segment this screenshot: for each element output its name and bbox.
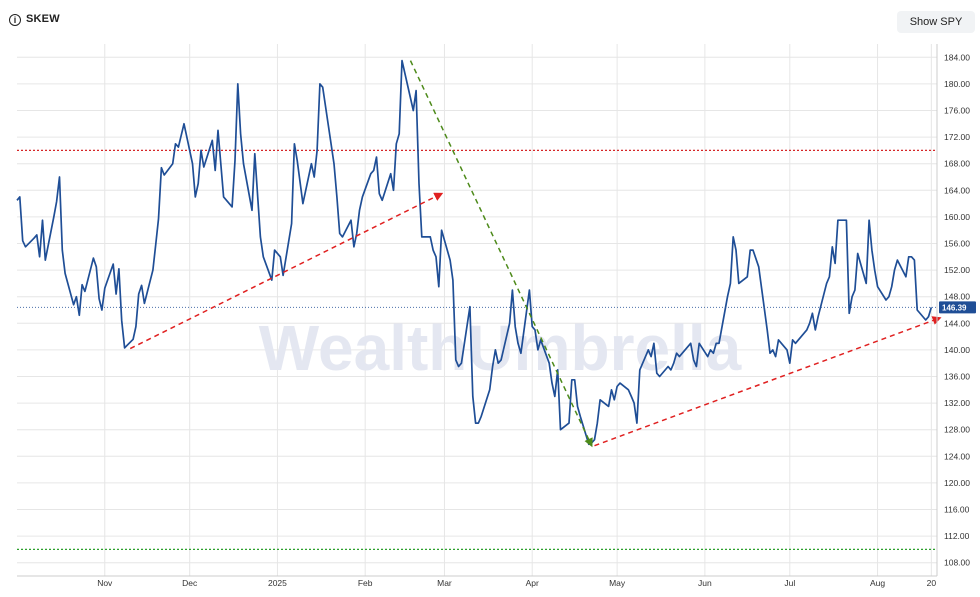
trendline: [409, 60, 593, 448]
y-tick-label: 128.00: [944, 425, 970, 435]
y-tick-label: 124.00: [944, 451, 970, 461]
chart-header: i SKEW Show SPY: [0, 0, 980, 40]
y-tick-label: 136.00: [944, 372, 970, 382]
x-tick-label: Mar: [437, 578, 452, 588]
x-tick-label: Apr: [526, 578, 539, 588]
series-line: [16, 59, 933, 446]
y-tick-label: 164.00: [944, 185, 970, 195]
y-tick-label: 144.00: [944, 318, 970, 328]
y-tick-label: 108.00: [944, 558, 970, 568]
x-axis: Nov Dec 2025 Feb Mar Apr May Jun Jul Aug 20: [17, 575, 937, 588]
y-tick-label: 180.00: [944, 79, 970, 89]
y-tick-label: 172.00: [944, 132, 970, 142]
x-tick-label: Dec: [182, 578, 198, 588]
x-tick-label: Jun: [698, 578, 712, 588]
y-tick-label: 116.00: [944, 505, 970, 515]
last-value-badge-bg: [939, 301, 976, 314]
show-spy-button[interactable]: Show SPY: [897, 11, 975, 33]
trendline: [594, 316, 942, 447]
x-tick-label: May: [609, 578, 626, 588]
y-tick-label: 120.00: [944, 478, 970, 488]
watermark-text: WealthUmbrella: [259, 312, 742, 384]
x-tick-label: Feb: [358, 578, 373, 588]
y-tick-label: 184.00: [944, 52, 970, 62]
last-value-label: 146.39: [942, 303, 967, 312]
y-tick-label: 148.00: [944, 292, 970, 302]
y-gridlines: [17, 56, 937, 564]
y-tick-label: 112.00: [944, 531, 970, 541]
y-tick-label: 152.00: [944, 265, 970, 275]
y-tick-label: 168.00: [944, 159, 970, 169]
x-tick-label: 2025: [268, 578, 287, 588]
x-tick-label: Aug: [870, 578, 885, 588]
x-gridlines: [104, 44, 932, 576]
x-tick-label: 20: [927, 578, 937, 588]
chart-title: SKEW: [26, 13, 60, 25]
y-tick-label: 176.00: [944, 106, 970, 116]
y-tick-label: 156.00: [944, 239, 970, 249]
trendline: [129, 192, 444, 350]
y-tick-label: 132.00: [944, 398, 970, 408]
last-value-badge: 146.39: [939, 301, 976, 314]
y-axis: 108.00 112.00 116.00 120.00 124.00 128.00 132.…: [936, 44, 970, 576]
horizontal-levels: [17, 149, 937, 551]
trendlines: [129, 60, 942, 448]
info-icon[interactable]: i: [9, 14, 21, 26]
x-tick-label: Nov: [97, 578, 113, 588]
y-tick-label: 160.00: [944, 212, 970, 222]
series-layer: [16, 59, 933, 446]
y-tick-label: 140.00: [944, 345, 970, 355]
x-tick-label: Jul: [784, 578, 795, 588]
